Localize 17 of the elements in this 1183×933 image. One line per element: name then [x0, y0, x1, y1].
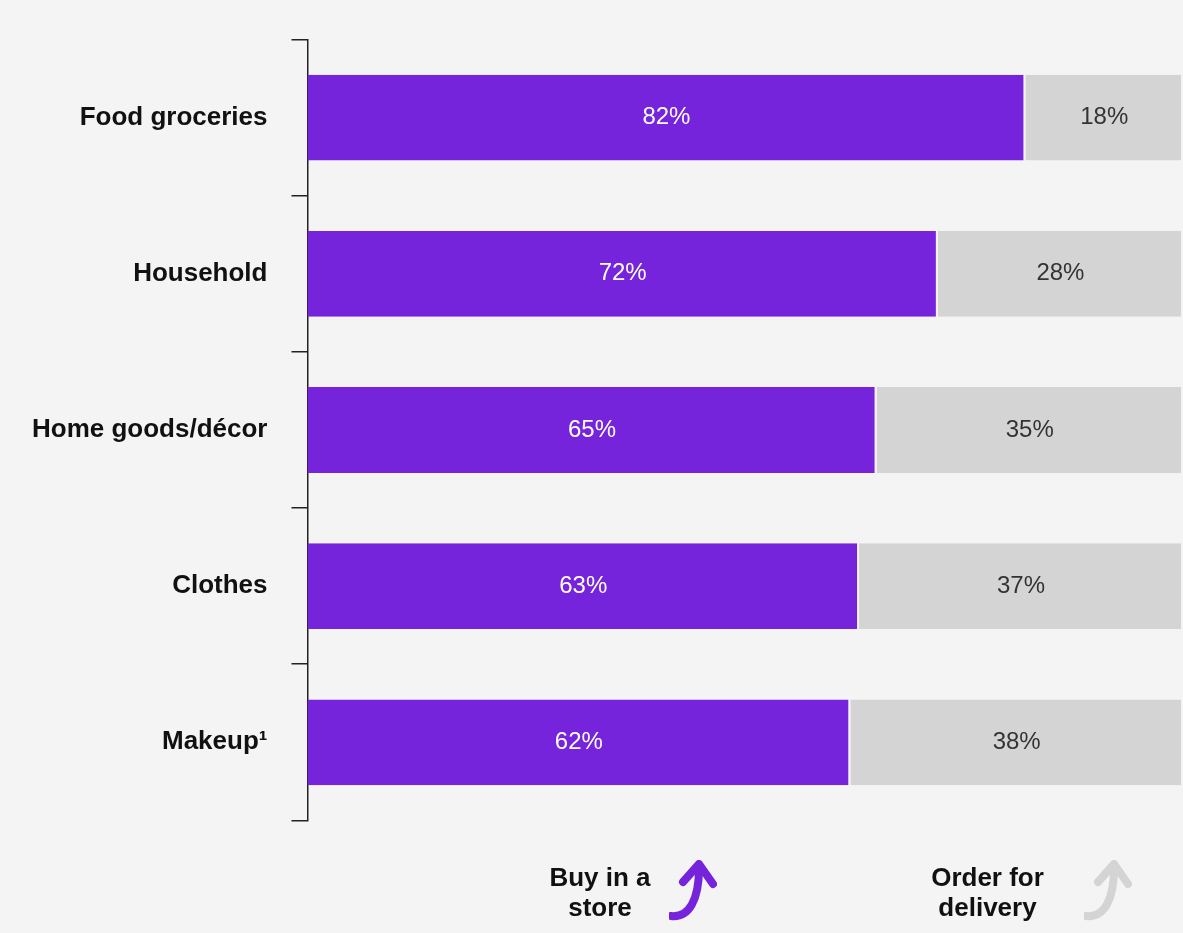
data-label: 63% — [559, 570, 608, 598]
data-label: 37% — [997, 570, 1046, 598]
y-tick-label: Home goods/décor — [31, 413, 268, 444]
legend-label: Buy in a store — [548, 862, 652, 922]
y-tick-label: Household — [133, 257, 268, 288]
data-label: 65% — [568, 414, 617, 442]
data-label: 18% — [1080, 102, 1129, 130]
y-tick-label: Makeup¹ — [162, 725, 268, 756]
data-label: 72% — [598, 258, 647, 286]
data-label: 38% — [992, 726, 1041, 754]
y-tick-label: Food groceries — [79, 100, 268, 131]
y-tick-label: Clothes — [172, 569, 268, 600]
data-label: 82% — [642, 102, 691, 130]
data-label: 62% — [554, 726, 603, 754]
data-label: 35% — [1005, 414, 1054, 442]
data-label: 28% — [1036, 258, 1085, 286]
legend-label: Order for delivery — [930, 862, 1045, 922]
